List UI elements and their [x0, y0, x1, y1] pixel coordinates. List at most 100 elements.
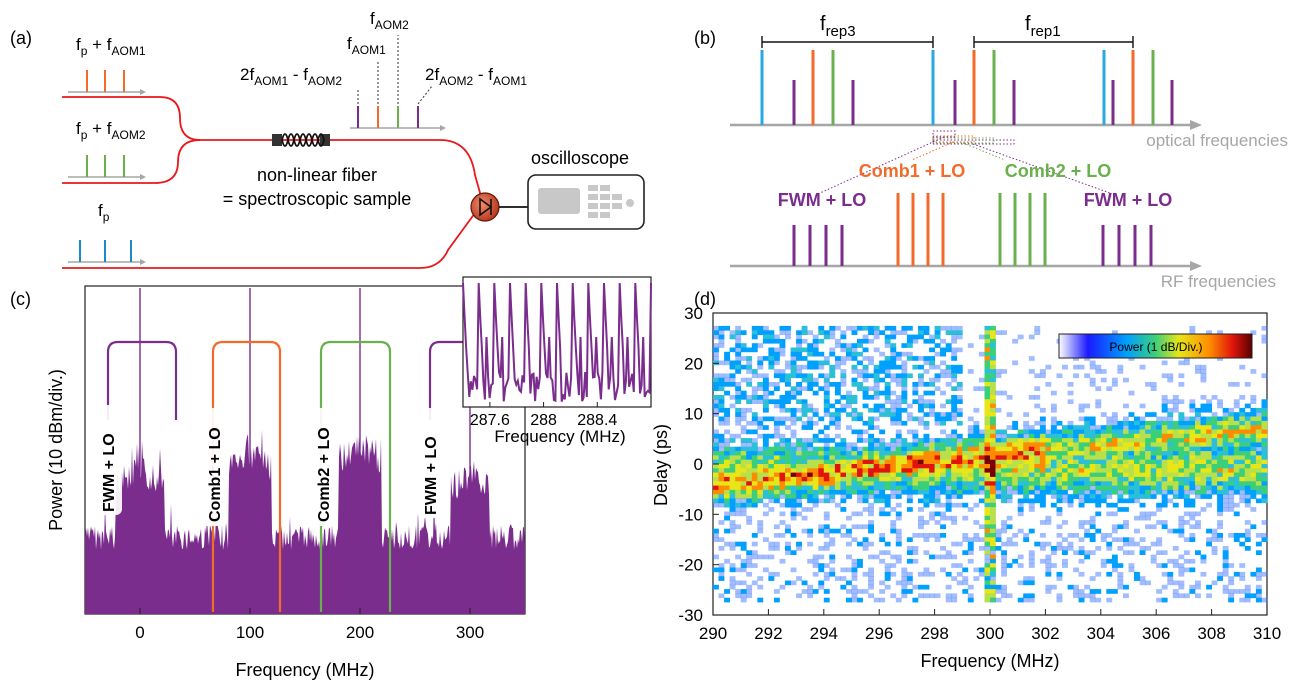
heatmap-cell	[1222, 502, 1229, 508]
heatmap-cell	[1062, 472, 1068, 478]
heatmap-cell	[735, 554, 742, 560]
heatmap-cell	[790, 395, 797, 400]
heatmap-cell	[951, 395, 958, 400]
heatmap-cell	[1012, 425, 1019, 430]
heatmap-cell	[1161, 416, 1168, 422]
heatmap-cell	[829, 364, 836, 370]
heatmap-cell	[868, 511, 874, 517]
heatmap-cell	[790, 351, 797, 357]
heatmap-cell	[713, 446, 719, 452]
heatmap-cell	[1195, 451, 1201, 456]
heatmap-cell	[1095, 433, 1102, 439]
heatmap-cell	[735, 446, 742, 452]
band-labels: FWM + LO Comb1 + LO Comb2 + LO FWM + LO	[95, 405, 444, 526]
heatmap-cell	[834, 576, 841, 581]
heatmap-cell	[840, 334, 847, 340]
heatmap-cell	[862, 489, 869, 495]
heatmap-cell	[923, 425, 930, 430]
heatmap-cell	[1039, 420, 1046, 426]
heatmap-cell	[1100, 476, 1107, 482]
heatmap-cell	[768, 498, 775, 504]
heatmap-cell	[1034, 455, 1041, 461]
heatmap-cell	[740, 412, 747, 417]
heatmap-cell	[1211, 433, 1218, 439]
heatmap-cell	[929, 455, 935, 461]
heatmap-cell	[1239, 420, 1246, 426]
heatmap-cell	[812, 360, 819, 366]
heatmap-cell	[1233, 537, 1240, 542]
heatmap-cell	[829, 459, 836, 465]
heatmap-cell	[895, 554, 902, 560]
heatmap-cell	[807, 403, 814, 409]
heatmap-cell	[857, 485, 863, 491]
heatmap-cell	[1250, 442, 1257, 448]
heatmap-cell	[762, 416, 769, 422]
heatmap-cell	[807, 584, 814, 590]
heatmap-cell	[1100, 481, 1107, 486]
heatmap-cell	[940, 351, 946, 357]
heatmap-cell	[718, 343, 725, 348]
heatmap-cell	[757, 597, 764, 603]
heatmap-cell	[901, 464, 908, 469]
heatmap-cell	[1233, 589, 1240, 594]
heatmap-cell	[779, 343, 786, 348]
heatmap-cell	[1183, 567, 1190, 573]
heatmap-cell	[923, 481, 930, 486]
heatmap-cell	[1089, 360, 1096, 366]
heatmap-cell	[945, 494, 952, 499]
heatmap-cell	[978, 485, 985, 491]
heatmap-cell	[751, 416, 758, 422]
heatmap-cell	[1111, 502, 1118, 508]
heatmap-cell	[1039, 464, 1046, 469]
heatmap-cell	[962, 481, 969, 486]
heatmap-cell	[829, 325, 836, 331]
heatmap-cell	[1217, 420, 1223, 426]
heatmap-cell	[1006, 593, 1013, 599]
heatmap-cell	[1200, 429, 1207, 435]
heatmap-cell	[1006, 395, 1013, 400]
heatmap-cell	[785, 407, 791, 413]
heatmap-cell	[873, 442, 880, 448]
heatmap-cell	[1006, 524, 1013, 530]
heatmap-cell	[1200, 451, 1207, 456]
heatmap-cell	[1255, 472, 1262, 478]
heatmap-cell	[834, 468, 841, 473]
heatmap-cell	[973, 407, 980, 413]
heatmap-cell	[967, 446, 974, 452]
heatmap-cell	[812, 589, 819, 594]
heatmap-cell	[1039, 459, 1046, 465]
heatmap-cell	[940, 511, 946, 517]
heatmap-cell	[1228, 433, 1235, 439]
heatmap-cell	[884, 390, 891, 396]
heatmap-cell	[879, 455, 886, 461]
heatmap-cell	[773, 442, 780, 448]
heatmap-cell	[818, 338, 825, 344]
heatmap-cell	[851, 489, 858, 495]
heatmap-cell	[973, 537, 980, 542]
heatmap-cell	[829, 403, 836, 409]
heatmap-cell	[1006, 476, 1013, 482]
heatmap-cell	[801, 476, 808, 482]
heatmap-cell	[1261, 494, 1268, 499]
heatmap-cell	[945, 364, 952, 370]
heatmap-cell	[812, 464, 819, 469]
heatmap-cell	[901, 364, 908, 370]
heatmap-cell	[718, 576, 725, 581]
heatmap-cell	[785, 382, 791, 387]
heatmap-cell	[823, 390, 830, 396]
heatmap-cell	[796, 334, 802, 340]
heatmap-cell	[951, 554, 958, 560]
heatmap-cell	[1233, 489, 1240, 495]
heatmap-cell	[1067, 502, 1074, 508]
heatmap-cell	[868, 325, 874, 331]
heatmap-cell	[912, 489, 919, 495]
heatmap-cell	[929, 338, 935, 344]
heatmap-cell	[906, 485, 913, 491]
heatmap-cell	[1039, 429, 1046, 435]
heatmap-cell	[1178, 515, 1185, 521]
heatmap-cell	[967, 468, 974, 473]
heatmap-cell	[807, 494, 814, 499]
heatmap-cell	[751, 472, 758, 478]
heatmap-cell	[1078, 476, 1085, 482]
heatmap-cell	[768, 351, 775, 357]
